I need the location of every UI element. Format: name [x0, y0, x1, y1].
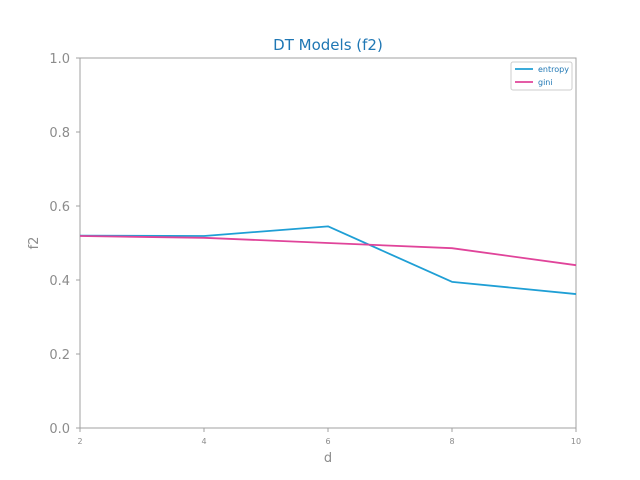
- series-line-gini: [79, 235, 577, 267]
- x-tick-label: 4: [201, 437, 206, 446]
- x-axis-label: d: [324, 451, 332, 466]
- y-tick-label: 0.4: [49, 274, 70, 289]
- x-tick-label: 8: [449, 437, 454, 446]
- y-tick-label: 1.0: [49, 52, 70, 67]
- y-tick-label: 0.2: [49, 348, 70, 363]
- chart-title: DT Models (f2): [273, 36, 383, 54]
- legend-label-gini: gini: [538, 78, 553, 87]
- x-tick-label: 6: [325, 437, 330, 446]
- x-tick-label: 10: [571, 437, 581, 446]
- y-axis: 0.0 0.2 0.4 0.6 0.8 1.0: [49, 52, 80, 437]
- legend-label-entropy: entropy: [538, 65, 569, 74]
- legend: entropy gini: [510, 61, 573, 91]
- x-tick-label: 2: [77, 437, 82, 446]
- series-line-entropy: [79, 225, 577, 295]
- x-axis: 2 4 6 8 10: [77, 428, 581, 446]
- y-tick-label: 0.6: [49, 200, 70, 215]
- y-tick-label: 0.8: [49, 126, 70, 141]
- series-group: [79, 225, 577, 295]
- y-tick-label: 0.0: [49, 422, 70, 437]
- y-axis-label: f2: [27, 237, 42, 250]
